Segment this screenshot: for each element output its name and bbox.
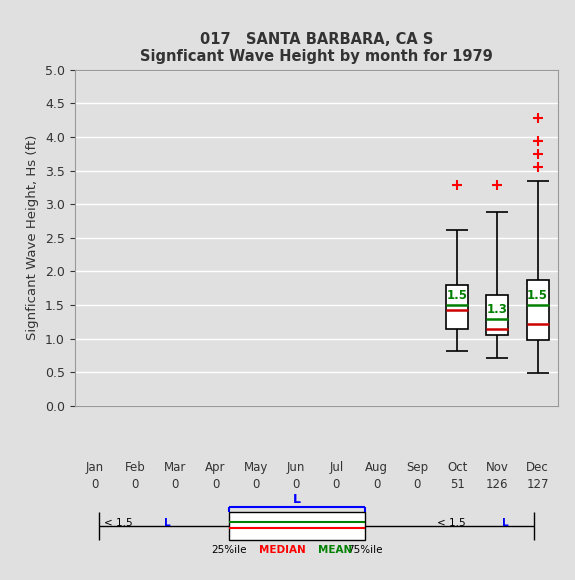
Text: MEDIAN: MEDIAN — [259, 545, 306, 555]
Text: 1.5: 1.5 — [447, 289, 467, 302]
Text: 0: 0 — [91, 478, 98, 491]
Text: May: May — [244, 461, 268, 474]
Text: Jul: Jul — [329, 461, 343, 474]
Text: Aug: Aug — [365, 461, 388, 474]
Bar — [446, 285, 468, 329]
Text: 51: 51 — [450, 478, 465, 491]
Text: 1.5: 1.5 — [527, 289, 548, 302]
Text: 0: 0 — [252, 478, 259, 491]
Text: Oct: Oct — [447, 461, 467, 474]
Text: 0: 0 — [413, 478, 420, 491]
Text: Jun: Jun — [287, 461, 305, 474]
Bar — [486, 295, 508, 335]
Text: 0: 0 — [293, 478, 300, 491]
Y-axis label: Signficant Wave Height, Hs (ft): Signficant Wave Height, Hs (ft) — [26, 135, 40, 340]
Bar — [527, 280, 549, 340]
Text: Mar: Mar — [164, 461, 186, 474]
Text: Apr: Apr — [205, 461, 226, 474]
Text: 25%ile: 25%ile — [212, 545, 247, 555]
Text: L: L — [502, 518, 509, 528]
Text: 126: 126 — [486, 478, 509, 491]
Text: L: L — [164, 518, 171, 528]
Text: 0: 0 — [333, 478, 340, 491]
Text: Nov: Nov — [486, 461, 509, 474]
Text: L: L — [293, 493, 301, 506]
Text: 0: 0 — [373, 478, 380, 491]
Text: < 1.5: < 1.5 — [437, 518, 469, 528]
Title: 017   SANTA BARBARA, CA S
Signficant Wave Height by month for 1979: 017 SANTA BARBARA, CA S Signficant Wave … — [140, 32, 493, 64]
Text: 0: 0 — [172, 478, 179, 491]
Bar — [229, 512, 365, 540]
Text: 0: 0 — [212, 478, 219, 491]
Text: 1.3: 1.3 — [487, 303, 508, 316]
Text: 127: 127 — [526, 478, 549, 491]
Text: Feb: Feb — [125, 461, 145, 474]
Text: Sep: Sep — [406, 461, 428, 474]
Text: 75%ile: 75%ile — [347, 545, 382, 555]
Text: Jan: Jan — [86, 461, 104, 474]
Text: Dec: Dec — [526, 461, 549, 474]
Text: MEAN: MEAN — [319, 545, 352, 555]
Text: < 1.5: < 1.5 — [104, 518, 136, 528]
Text: 0: 0 — [132, 478, 139, 491]
